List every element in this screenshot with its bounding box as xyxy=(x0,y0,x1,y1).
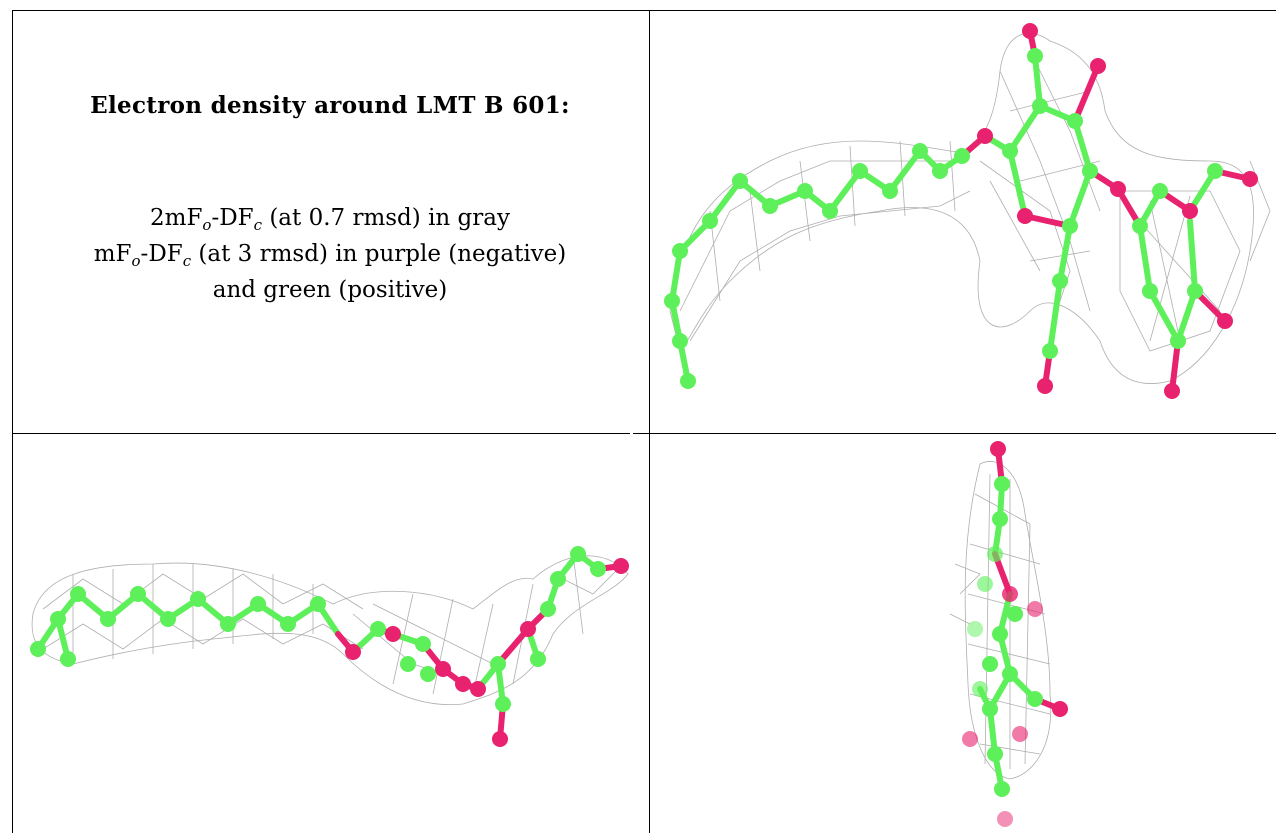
legend-title: Electron density around LMT B 601: xyxy=(90,92,570,119)
oxygen-atoms xyxy=(962,441,1068,827)
molecule-image-top-right xyxy=(664,23,1271,399)
oxygen-atoms xyxy=(345,558,629,747)
molecule-view-bottom-right xyxy=(650,434,1276,833)
legend-line-positive: and green (positive) xyxy=(212,277,448,303)
border-top xyxy=(12,10,1276,11)
carbon-atoms xyxy=(664,48,1223,389)
density-mesh xyxy=(31,553,629,706)
molecule-view-bottom-left xyxy=(13,434,649,833)
density-mesh xyxy=(669,32,1271,384)
bonds xyxy=(35,551,624,742)
border-middle-right xyxy=(633,433,1276,434)
molecule-image-bottom-right xyxy=(949,441,1068,827)
border-middle-left xyxy=(12,433,630,434)
bonds xyxy=(669,28,1253,394)
carbon-atoms xyxy=(30,546,606,712)
oxygen-atoms xyxy=(977,23,1258,399)
border-center xyxy=(649,10,650,833)
carbon-atoms xyxy=(967,476,1043,797)
molecule-view-top-right xyxy=(650,11,1276,433)
legend-line-2fofc: 2mFo-DFc (at 0.7 rmsd) in gray xyxy=(150,205,510,234)
legend-panel: Electron density around LMT B 601: 2mFo-… xyxy=(12,12,648,432)
molecule-image-bottom-left xyxy=(30,546,629,747)
border-left xyxy=(12,10,13,833)
legend-line-fofc: mFo-DFc (at 3 rmsd) in purple (negative) xyxy=(93,241,567,270)
